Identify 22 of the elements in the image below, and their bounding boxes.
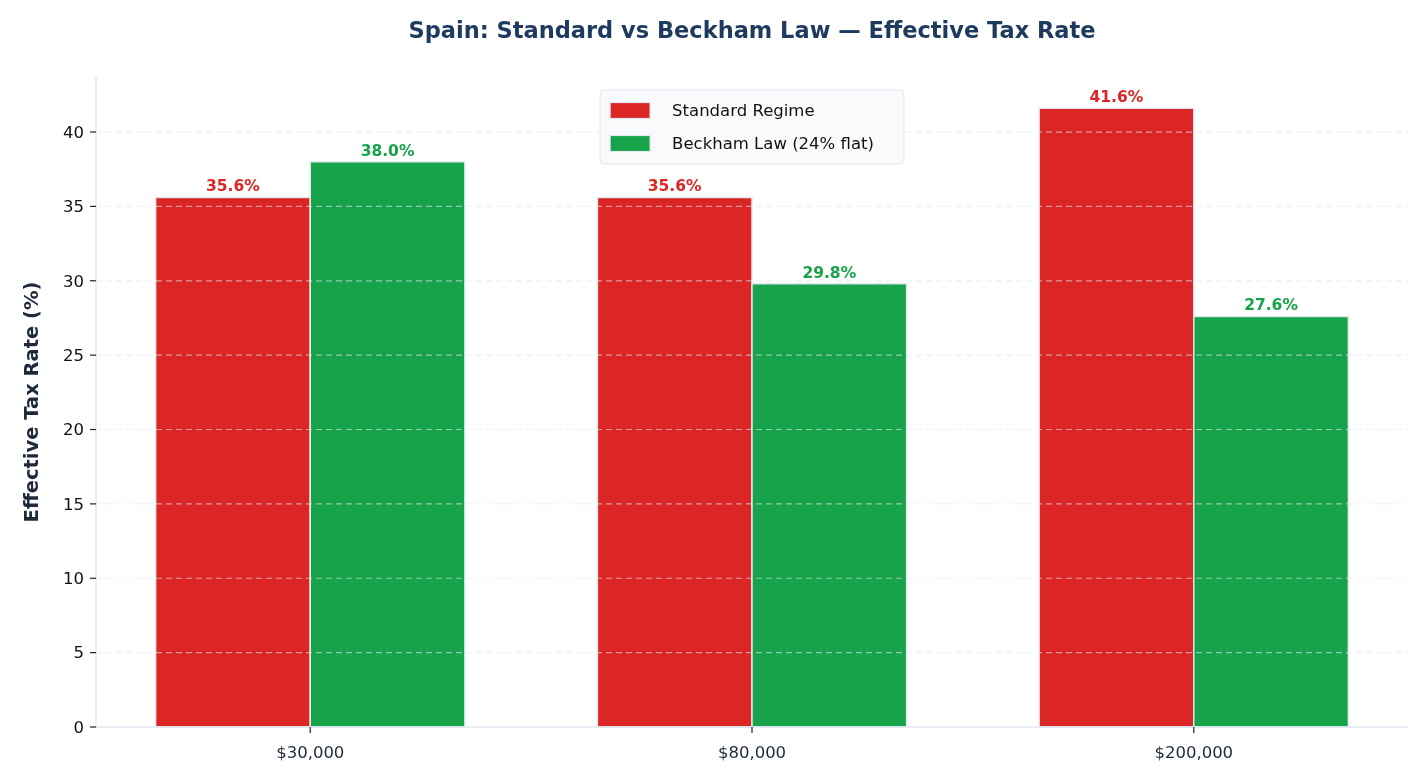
data-label: 29.8% [802, 263, 857, 282]
y-tick-label: 35 [63, 197, 84, 217]
y-tick-label: 20 [63, 420, 84, 440]
y-tick-label: 40 [63, 122, 84, 142]
data-label: 38.0% [360, 141, 415, 160]
y-tick-label: 10 [63, 569, 84, 589]
x-tick-label: $200,000 [1154, 742, 1234, 762]
chart-title: Spain: Standard vs Beckham Law — Effective Tax Rate [408, 17, 1096, 43]
x-tick-label: $30,000 [276, 742, 345, 762]
data-label: 41.6% [1089, 88, 1144, 107]
y-tick-label: 5 [73, 643, 84, 663]
y-tick-label: 30 [63, 271, 84, 291]
x-tick-label: $80,000 [717, 742, 787, 762]
y-tick-label: 15 [63, 494, 84, 514]
data-label: 27.6% [1244, 296, 1299, 315]
y-axis-title: Effective Tax Rate (%) [19, 281, 43, 523]
data-label: 35.6% [647, 177, 703, 196]
y-tick-label: 25 [63, 345, 84, 365]
legend-label: Beckham Law (24% flat) [672, 134, 874, 154]
legend-label: Standard Regime [672, 101, 815, 121]
data-label: 35.6% [206, 177, 261, 196]
y-tick-label: 0 [73, 717, 84, 737]
